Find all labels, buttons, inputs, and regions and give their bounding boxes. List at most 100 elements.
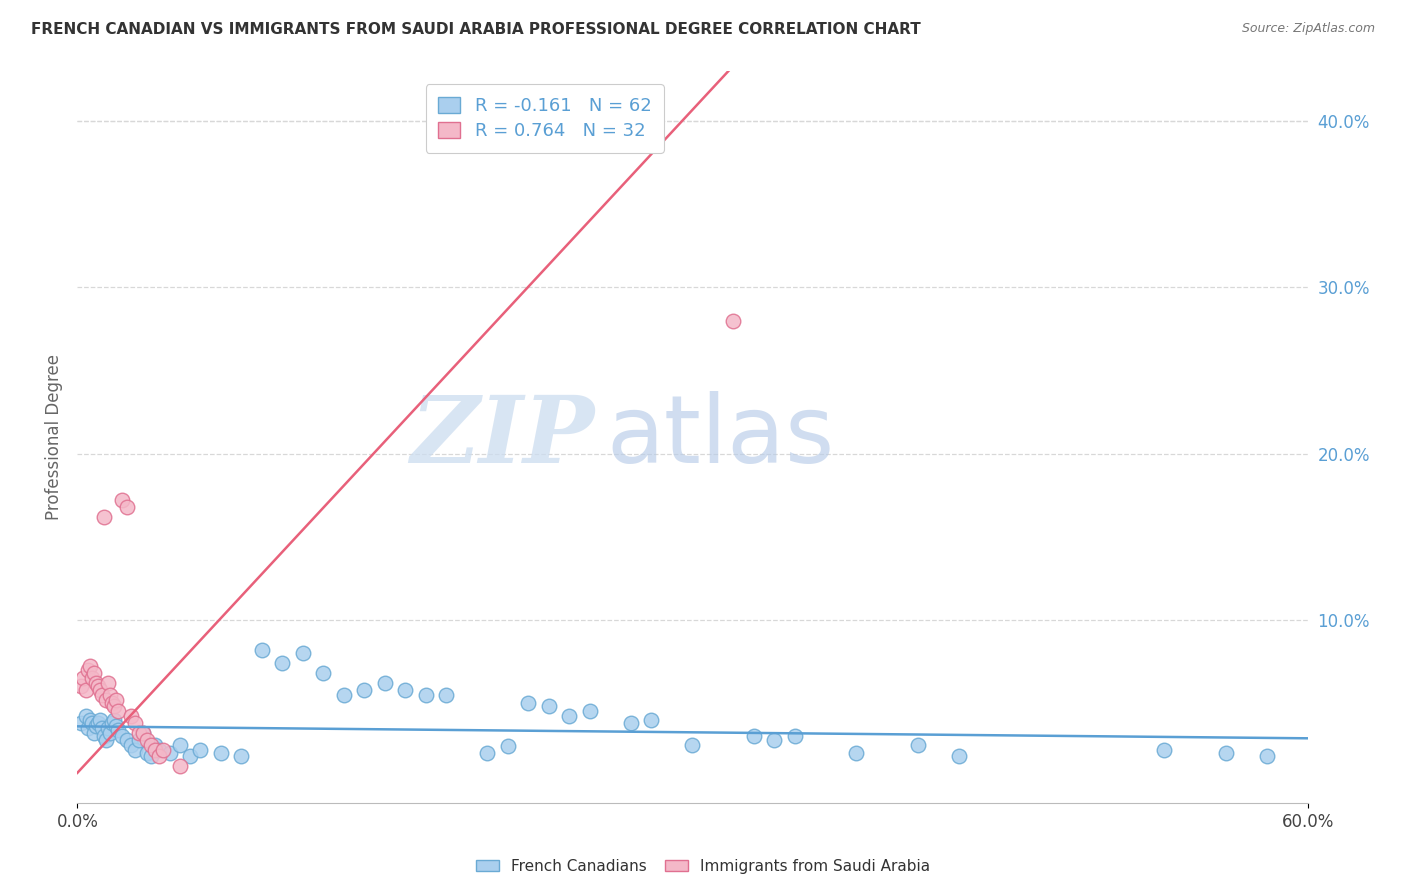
Point <box>98 688 121 702</box>
Point <box>179 749 201 764</box>
Point <box>107 723 129 737</box>
Point <box>374 676 396 690</box>
Point <box>87 716 110 731</box>
Point <box>169 759 191 773</box>
Point <box>98 726 121 740</box>
Point <box>111 493 134 508</box>
Point <box>845 746 868 760</box>
Point <box>87 680 110 694</box>
Point <box>79 659 101 673</box>
Point <box>763 732 786 747</box>
Point <box>579 705 602 719</box>
Point <box>132 726 155 740</box>
Point <box>90 688 114 702</box>
Point <box>620 716 643 731</box>
Point <box>291 646 314 660</box>
Point <box>148 749 170 764</box>
Y-axis label: Professional Degree: Professional Degree <box>45 354 63 520</box>
Point <box>136 732 159 747</box>
Point <box>84 719 107 733</box>
Point <box>105 719 128 733</box>
Point <box>742 729 765 743</box>
Point <box>128 726 150 740</box>
Point <box>141 738 163 752</box>
Point <box>120 709 142 723</box>
Text: Source: ZipAtlas.com: Source: ZipAtlas.com <box>1241 22 1375 36</box>
Point <box>75 682 97 697</box>
Point <box>353 682 375 697</box>
Point <box>89 713 111 727</box>
Point <box>209 746 232 760</box>
Point <box>148 742 170 756</box>
Point <box>271 656 294 670</box>
Point <box>103 699 125 714</box>
Point <box>152 742 174 756</box>
Point <box>79 713 101 727</box>
Point <box>517 696 540 710</box>
Point <box>141 749 163 764</box>
Point <box>333 688 356 702</box>
Point <box>70 716 93 731</box>
Point <box>124 716 146 731</box>
Point <box>70 680 93 694</box>
Point <box>107 705 129 719</box>
Point <box>948 749 970 764</box>
Point <box>132 726 155 740</box>
Point <box>143 742 166 756</box>
Point <box>537 699 560 714</box>
Point <box>76 721 98 735</box>
Point <box>84 676 107 690</box>
Point <box>75 709 97 723</box>
Point <box>312 666 335 681</box>
Point <box>83 726 105 740</box>
Point <box>105 692 128 706</box>
Point <box>159 746 181 760</box>
Point <box>101 716 124 731</box>
Point <box>188 742 212 756</box>
Point <box>250 643 273 657</box>
Point <box>90 721 114 735</box>
Point <box>640 713 662 727</box>
Legend: French Canadians, Immigrants from Saudi Arabia: French Canadians, Immigrants from Saudi … <box>470 853 936 880</box>
Text: ZIP: ZIP <box>409 392 595 482</box>
Point <box>80 716 103 731</box>
Point <box>128 732 150 747</box>
Point <box>94 692 117 706</box>
Point <box>89 682 111 697</box>
Point <box>103 713 125 727</box>
Point <box>80 671 103 685</box>
Point <box>1153 742 1175 756</box>
Point <box>83 666 105 681</box>
Point <box>111 729 134 743</box>
Point <box>783 729 806 743</box>
Point <box>97 721 120 735</box>
Point <box>477 746 499 760</box>
Point <box>558 709 581 723</box>
Point <box>436 688 458 702</box>
Point <box>136 746 159 760</box>
Point <box>97 676 120 690</box>
Point <box>101 696 124 710</box>
Point <box>143 738 166 752</box>
Legend: R = -0.161   N = 62, R = 0.764   N = 32: R = -0.161 N = 62, R = 0.764 N = 32 <box>426 84 664 153</box>
Point <box>394 682 416 697</box>
Point <box>723 314 745 328</box>
Point <box>1256 749 1278 764</box>
Point <box>76 663 98 677</box>
Point <box>415 688 437 702</box>
Point <box>120 738 142 752</box>
Point <box>496 739 519 754</box>
Point <box>907 738 929 752</box>
Point <box>94 732 117 747</box>
Text: FRENCH CANADIAN VS IMMIGRANTS FROM SAUDI ARABIA PROFESSIONAL DEGREE CORRELATION : FRENCH CANADIAN VS IMMIGRANTS FROM SAUDI… <box>31 22 921 37</box>
Point <box>115 732 138 747</box>
Point <box>231 749 253 764</box>
Point <box>115 500 138 514</box>
Text: atlas: atlas <box>606 391 835 483</box>
Point <box>72 671 94 685</box>
Point <box>124 742 146 756</box>
Point <box>682 738 704 752</box>
Point <box>169 738 191 752</box>
Point <box>93 729 115 743</box>
Point <box>93 509 115 524</box>
